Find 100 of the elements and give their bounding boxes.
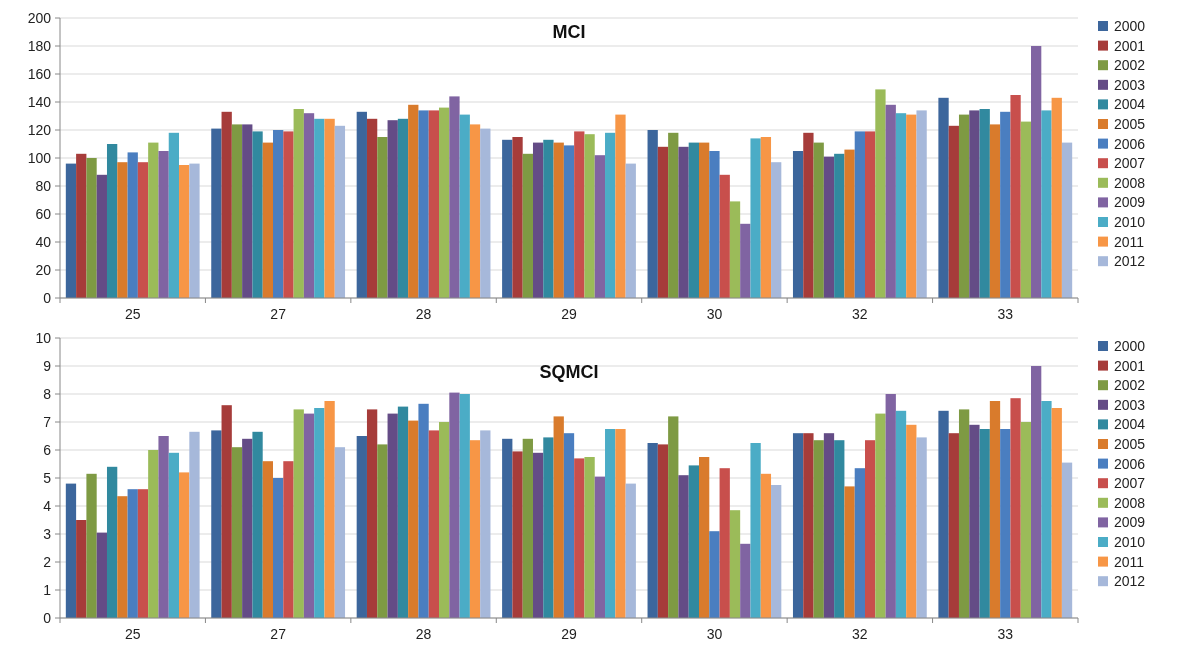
bar: [979, 109, 990, 298]
bar: [469, 440, 481, 618]
bar: [678, 146, 689, 298]
bar: [65, 163, 77, 298]
y-tick-label: 0: [43, 289, 52, 306]
bar: [1010, 398, 1021, 618]
legend-label: 2001: [1114, 357, 1146, 374]
legend-label: 2009: [1114, 194, 1146, 211]
bar: [594, 155, 606, 298]
bar: [625, 483, 636, 618]
bar: [969, 424, 980, 618]
bar: [865, 440, 876, 618]
bar: [1010, 95, 1021, 298]
bar: [709, 151, 720, 298]
bar: [875, 413, 886, 618]
bar: [698, 142, 710, 298]
bar: [1020, 121, 1032, 298]
bar: [813, 142, 824, 298]
bar: [76, 520, 87, 618]
bar: [303, 413, 315, 618]
bar: [117, 162, 128, 298]
bar: [584, 457, 595, 618]
legend-label: 2001: [1114, 37, 1146, 54]
bar: [729, 201, 741, 298]
bar: [854, 131, 865, 298]
bar: [688, 142, 699, 298]
bar: [137, 489, 149, 618]
bar: [158, 436, 169, 618]
bar: [231, 447, 243, 618]
bar: [823, 156, 835, 298]
bar: [106, 466, 118, 618]
bar: [719, 468, 730, 618]
legend-label: 2009: [1114, 514, 1146, 531]
bar: [792, 433, 804, 618]
bar: [96, 174, 107, 298]
bar: [989, 124, 1001, 298]
legend-label: 2004: [1114, 416, 1146, 433]
bar: [148, 142, 159, 298]
bar: [127, 489, 138, 618]
legend-label: 2006: [1114, 455, 1146, 472]
bar: [303, 113, 315, 298]
bar: [387, 413, 398, 618]
bar: [502, 139, 513, 298]
bar: [480, 430, 491, 618]
bar: [252, 431, 263, 618]
y-tick-label: 180: [27, 37, 52, 54]
legend-label: 2005: [1114, 115, 1146, 132]
legend-label: 2005: [1114, 435, 1146, 452]
bar: [273, 130, 284, 298]
bar: [408, 104, 419, 298]
bar: [647, 443, 658, 618]
bar: [1031, 366, 1042, 618]
bar: [293, 409, 304, 618]
bar: [96, 532, 107, 618]
bar: [377, 444, 388, 618]
legend-label: 2008: [1114, 174, 1146, 191]
bar: [293, 109, 304, 298]
y-tick-label: 0: [43, 609, 52, 626]
legend-label: 2003: [1114, 76, 1146, 93]
bar: [563, 145, 575, 298]
bar: [459, 394, 470, 618]
y-tick-label: 40: [35, 233, 52, 250]
bar: [1000, 429, 1011, 618]
bar: [532, 142, 544, 298]
bar: [760, 473, 772, 618]
bar: [76, 153, 87, 298]
legend-label: 2000: [1114, 17, 1146, 34]
bar: [314, 408, 325, 618]
bar: [729, 510, 741, 618]
bar: [469, 124, 481, 298]
x-tick-label: 29: [561, 306, 577, 322]
bar: [844, 486, 855, 618]
bar: [262, 461, 273, 618]
bar: [459, 114, 470, 298]
bar: [221, 405, 232, 618]
legend-label: 2002: [1114, 57, 1146, 74]
bar: [1020, 422, 1032, 618]
legend-label: 2000: [1114, 337, 1146, 354]
bar: [584, 134, 595, 298]
bar: [65, 483, 77, 618]
x-tick-label: 27: [270, 306, 287, 322]
bar: [168, 132, 180, 298]
bar: [668, 416, 679, 618]
bar: [522, 438, 533, 618]
bar: [885, 394, 896, 618]
bar: [1051, 97, 1062, 298]
bar: [512, 451, 523, 618]
bar: [397, 406, 409, 618]
bar: [418, 403, 429, 618]
bar: [387, 120, 398, 298]
bar: [709, 531, 720, 618]
bar: [740, 223, 751, 298]
bar: [719, 174, 730, 298]
x-tick-label: 33: [997, 306, 1014, 322]
bar: [543, 437, 554, 618]
bar: [1031, 46, 1042, 298]
bar: [1041, 110, 1052, 298]
bar: [273, 478, 284, 618]
x-tick-label: 28: [415, 306, 432, 322]
bar: [760, 137, 772, 298]
